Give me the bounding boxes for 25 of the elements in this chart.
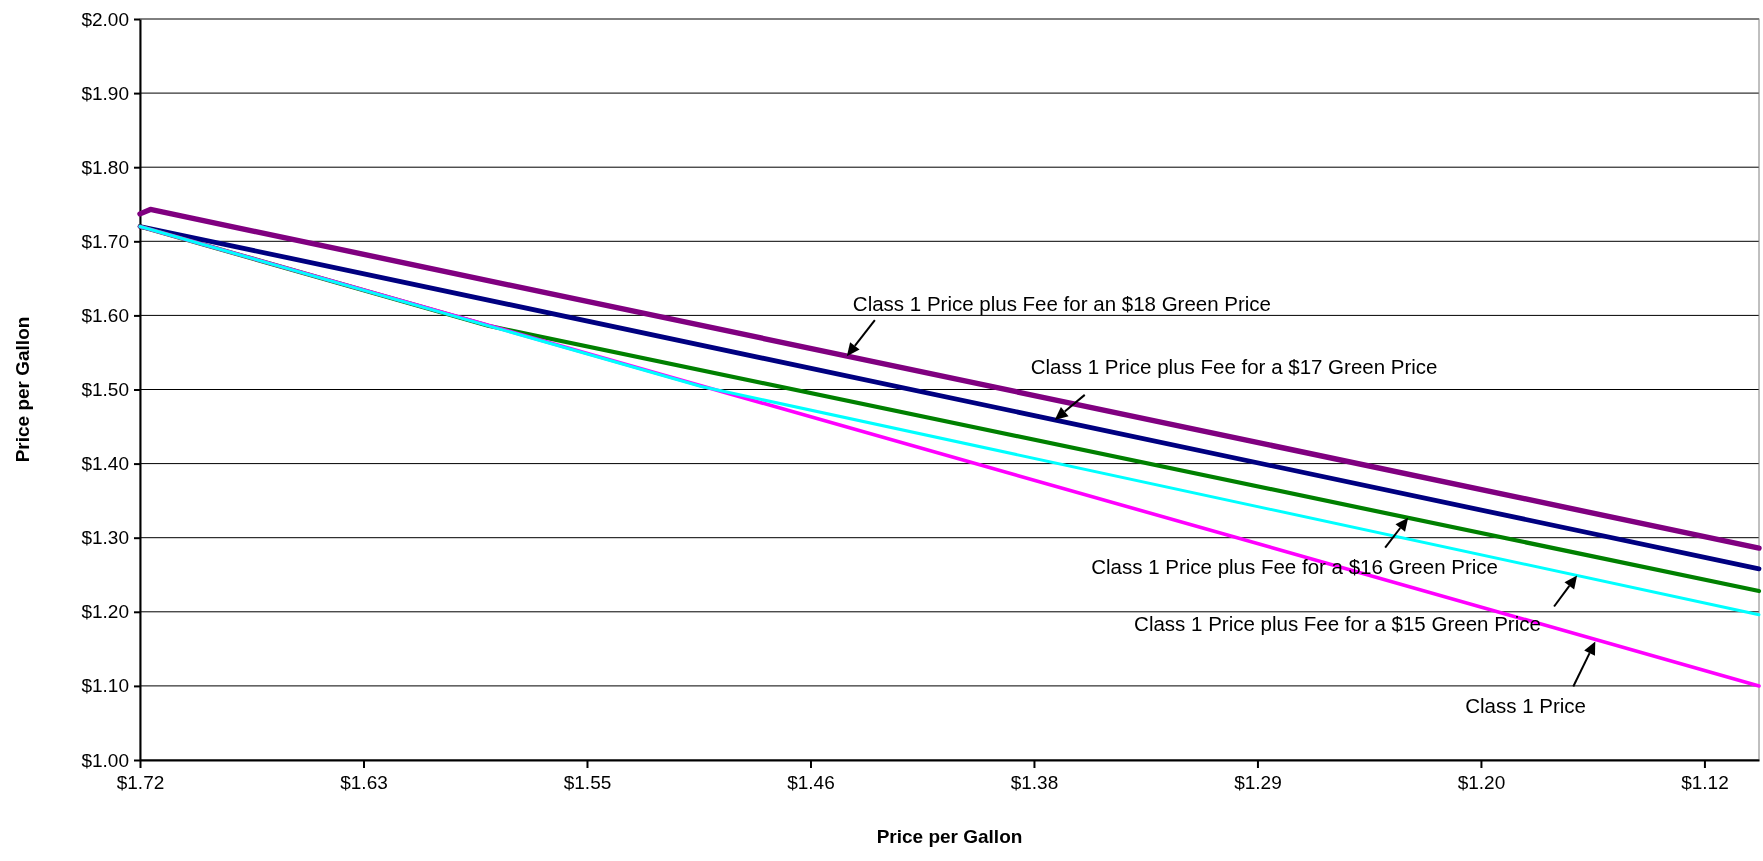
x-tick-label: $1.20	[1457, 772, 1506, 794]
y-tick-label: $1.90	[81, 82, 129, 104]
x-tick-label: $1.12	[1681, 772, 1729, 794]
annotation: Class 1 Price plus Fee for an $18 Green Price	[852, 292, 1272, 316]
x-tick-label: $1.63	[340, 772, 388, 794]
y-tick-label: $1.60	[81, 304, 129, 326]
annotation: Class 1 Price	[1465, 694, 1587, 718]
y-tick-label: $2.00	[81, 8, 129, 30]
y-tick-label: $1.80	[81, 156, 129, 178]
y-axis-title: Price per Gallon	[12, 316, 33, 463]
x-tick-label: $1.29	[1234, 772, 1282, 794]
x-tick-label: $1.72	[116, 772, 165, 794]
y-tick-label: $1.30	[81, 527, 129, 549]
y-tick-label: $1.70	[81, 230, 129, 252]
annotation: Class 1 Price plus Fee for a $15 Green Price	[1134, 612, 1541, 636]
y-tick-label: $1.00	[81, 749, 129, 771]
y-tick-label: $1.10	[81, 675, 129, 697]
x-axis-title: Price per Gallon	[876, 826, 1023, 847]
x-tick-label: $1.55	[563, 772, 612, 794]
annotation: Class 1 Price plus Fee for a $17 Green Price	[1030, 354, 1438, 378]
y-tick-label: $1.40	[81, 453, 129, 475]
y-tick-label: $1.50	[81, 379, 129, 401]
x-tick-label: $1.38	[1010, 772, 1059, 794]
x-tick-label: $1.46	[787, 772, 835, 794]
y-tick-label: $1.20	[81, 601, 129, 623]
